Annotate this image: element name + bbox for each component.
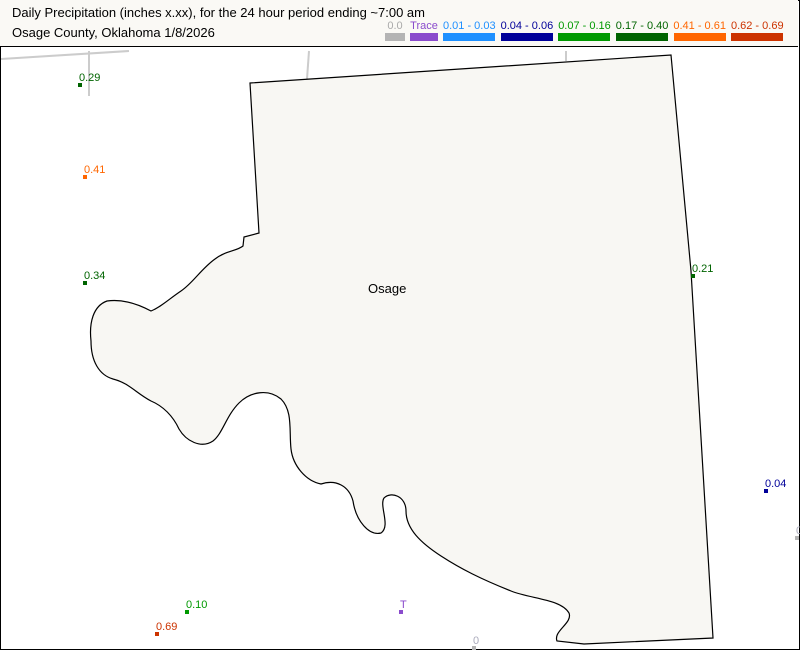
station-marker[interactable]: [83, 175, 87, 179]
road: [306, 50, 310, 80]
legend-item: 0.07 - 0.16: [558, 20, 611, 41]
roads: [1, 50, 567, 96]
station-value: 0.04: [765, 478, 787, 490]
legend-item: 0.04 - 0.06: [500, 20, 554, 41]
legend-item: 0.62 - 0.69: [731, 20, 784, 41]
station-marker[interactable]: [185, 610, 189, 614]
legend-swatch: [673, 33, 726, 41]
station-marker[interactable]: [78, 83, 82, 87]
legend-swatch: [731, 33, 784, 41]
legend-item: Trace: [410, 20, 438, 41]
legend-label: 0.62 - 0.69: [730, 20, 784, 32]
legend-swatch: [385, 33, 405, 41]
station-value: T: [400, 599, 407, 611]
station-value: 0: [473, 635, 480, 647]
station-value: 0.29: [79, 72, 101, 84]
header: Daily Precipitation (inches x.xx), for t…: [0, 0, 798, 47]
map-title: Daily Precipitation (inches x.xx), for t…: [12, 5, 425, 20]
legend-item: 0.01 - 0.03: [443, 20, 496, 41]
station-value: 0.69: [156, 621, 178, 633]
station-value: 0.10: [186, 599, 208, 611]
station-marker[interactable]: [399, 610, 403, 614]
legend-swatch: [500, 33, 553, 41]
map-subtitle: Osage County, Oklahoma 1/8/2026: [12, 25, 215, 40]
legend-label: 0.0: [387, 20, 403, 32]
legend-swatch: [443, 33, 496, 41]
legend-swatch: [616, 33, 669, 41]
station-marker[interactable]: [472, 646, 476, 650]
legend-swatch: [410, 33, 438, 41]
station-marker[interactable]: [155, 632, 159, 636]
station-marker[interactable]: [83, 281, 87, 285]
legend-item: 0.41 - 0.61: [673, 20, 726, 41]
legend-swatch: [558, 33, 611, 41]
station-value: 0: [796, 525, 800, 537]
county-outline-osage[interactable]: [89, 54, 714, 645]
station-value: 0.21: [692, 263, 714, 275]
road: [1, 50, 130, 60]
legend-label: 0.17 - 0.40: [615, 20, 669, 32]
station-marker[interactable]: [764, 489, 768, 493]
legend: 0.0 Trace 0.01 - 0.03 0.04 - 0.06 0.07 - 0.1…: [385, 20, 789, 41]
legend-label: 0.41 - 0.61: [673, 20, 726, 32]
station-marker[interactable]: [795, 536, 799, 540]
station-marker[interactable]: [691, 274, 695, 278]
legend-label: Trace: [410, 20, 438, 32]
county-label: Osage: [368, 281, 407, 296]
station-value: 0.34: [84, 270, 106, 282]
legend-label: 0.01 - 0.03: [443, 20, 496, 32]
legend-label: 0.07 - 0.16: [558, 20, 611, 32]
legend-item: 0.0: [385, 20, 405, 41]
legend-item: 0.17 - 0.40: [615, 20, 669, 41]
legend-label: 0.04 - 0.06: [500, 20, 554, 32]
station-value: 0.41: [84, 164, 106, 176]
